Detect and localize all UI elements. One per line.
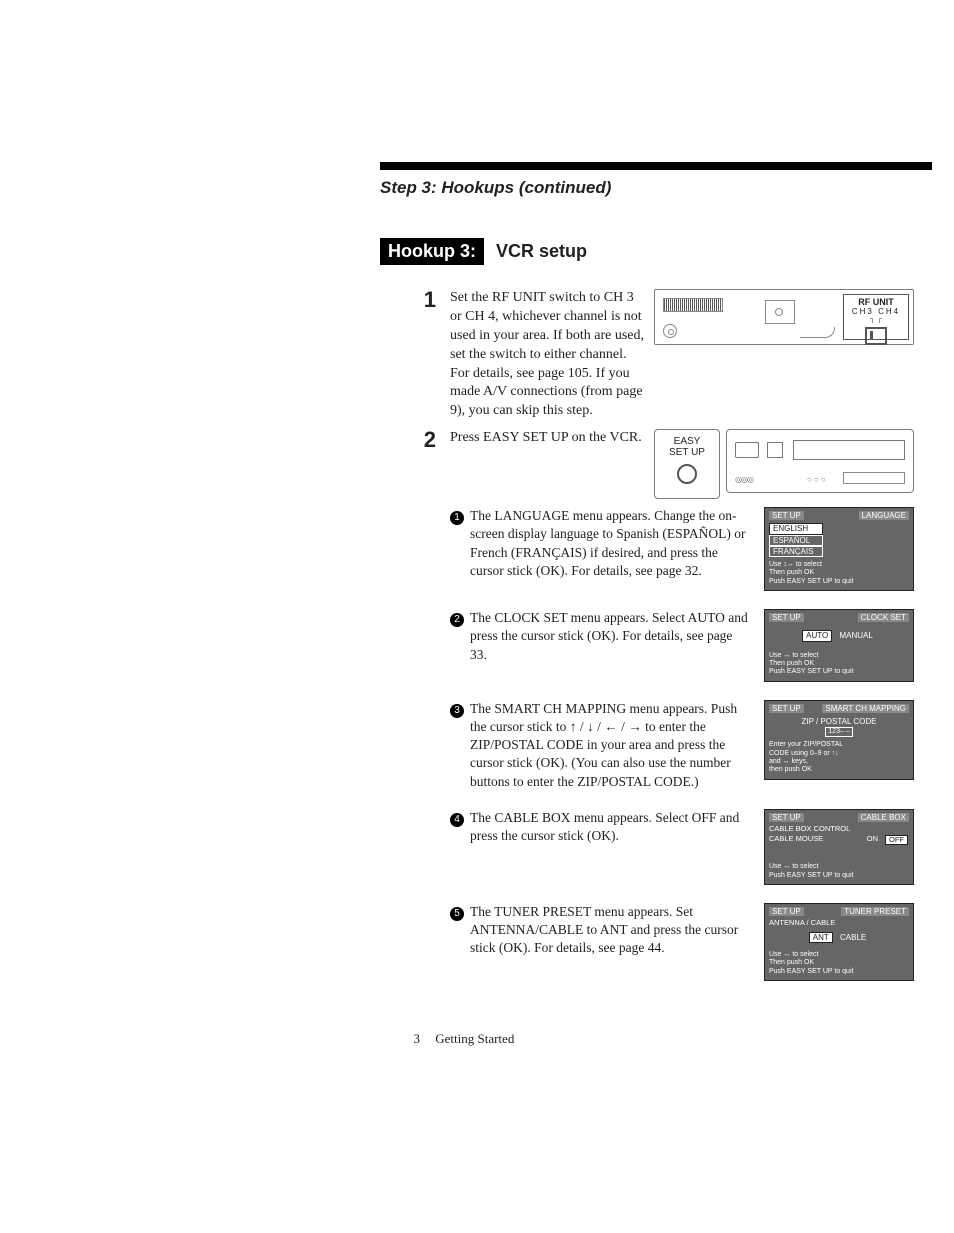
osd-title: LANGUAGE: [859, 511, 909, 520]
osd-hint: Then push OK: [769, 569, 909, 577]
vcr-rear-diagram: RF UNIT CH3 CH4 ┐ ┌: [654, 289, 914, 345]
osd-hint: Use ↕↔ to select: [769, 561, 909, 569]
osd-label: SET UP: [769, 511, 804, 520]
step-text-1: Set the RF UNIT switch to CH 3 or CH 4, …: [450, 289, 654, 421]
rf-channel-label: CH3 CH4: [844, 307, 908, 316]
bullet-2-text: The CLOCK SET menu appears. Select AUTO …: [470, 609, 764, 664]
osd-hint: Enter your ZIP/POSTAL: [769, 741, 909, 749]
bullet-1-icon: 1: [450, 511, 464, 525]
step-text-2: Press EASY SET UP on the VCR.: [450, 429, 654, 448]
rf-unit-label: RF UNIT: [844, 297, 908, 307]
osd-opt: ANT: [809, 932, 833, 943]
osd-title: CABLE BOX: [858, 813, 909, 822]
step-header: Step 3: Hookups (continued): [380, 178, 914, 198]
easy-button-icon: [677, 464, 697, 484]
step-number-2: 2: [380, 429, 450, 451]
osd-opt: MANUAL: [836, 631, 875, 640]
osd-hint: Then push OK: [769, 959, 909, 967]
osd-hint: Use ↔ to select: [769, 652, 909, 660]
bullet-2-icon: 2: [450, 613, 464, 627]
osd-row: CABLE MOUSE: [769, 835, 823, 846]
osd-label: SET UP: [769, 704, 804, 713]
page-number: 3: [380, 1031, 432, 1047]
osd-hint: Push EASY SET UP to quit: [769, 968, 909, 976]
easy-label-2: SET UP: [655, 447, 719, 458]
page-footer: 3 Getting Started: [380, 1031, 914, 1047]
osd-opt: AUTO: [802, 630, 832, 641]
bullet-4-icon: 4: [450, 813, 464, 827]
hookup-badge: Hookup 3:: [380, 238, 484, 265]
osd-opt: CABLE: [837, 933, 869, 942]
rf-unit-box: RF UNIT CH3 CH4 ┐ ┌: [843, 294, 909, 340]
osd-hint: and ↔ keys,: [769, 758, 909, 766]
osd-hint: CODE using 0–9 or ↑↓: [769, 750, 909, 758]
osd-label: SET UP: [769, 813, 804, 822]
osd-smart-ch: SET UP SMART CH MAPPING ZIP / POSTAL CODE…: [764, 700, 914, 780]
osd-hint: Use ↔ to select: [769, 951, 909, 959]
osd-clock: SET UP CLOCK SET AUTO MANUAL Use ↔ to sel…: [764, 609, 914, 682]
osd-title: TUNER PRESET: [841, 907, 909, 916]
vcr-front-diagram: EASY SET UP ◎◎◎○ ○ ○: [654, 429, 914, 499]
osd-opt: OFF: [885, 835, 908, 846]
osd-opt: FRANÇAIS: [769, 546, 823, 557]
osd-cable-box: SET UP CABLE BOX CABLE BOX CONTROL CABLE …: [764, 809, 914, 885]
osd-label: SET UP: [769, 907, 804, 916]
footer-section: Getting Started: [435, 1031, 514, 1046]
osd-hint: Then push OK: [769, 660, 909, 668]
hookup-title: Hookup 3: VCR setup: [380, 238, 914, 265]
osd-tuner-preset: SET UP TUNER PRESET ANTENNA / CABLE ANT C…: [764, 903, 914, 981]
osd-zip-value: 123– –: [825, 727, 852, 737]
easy-label-1: EASY: [655, 436, 719, 447]
rf-switch-icon: [865, 327, 887, 345]
osd-hint: Push EASY SET UP to quit: [769, 872, 909, 880]
osd-zip-label: ZIP / POSTAL CODE: [769, 717, 909, 726]
osd-title: SMART CH MAPPING: [822, 704, 909, 713]
osd-hint: Use ↔ to select: [769, 863, 909, 871]
hookup-subtitle: VCR setup: [496, 241, 587, 262]
easy-setup-button-diagram: EASY SET UP: [654, 429, 720, 499]
osd-hint: then push OK: [769, 766, 909, 774]
osd-opt: ESPAÑOL: [769, 535, 823, 546]
osd-language: SET UPLANGUAGE ENGLISH ESPAÑOL FRANÇAIS …: [764, 507, 914, 591]
bullet-3-text: The SMART CH MAPPING menu appears. Push …: [470, 700, 764, 791]
osd-row: ANTENNA / CABLE: [769, 919, 909, 928]
bullet-3-icon: 3: [450, 704, 464, 718]
bullet-5-icon: 5: [450, 907, 464, 921]
header-rule: [380, 162, 932, 170]
bullet-5-text: The TUNER PRESET menu appears. Set ANTEN…: [470, 903, 764, 958]
step-number-1: 1: [380, 289, 450, 311]
osd-hint: Push EASY SET UP to quit: [769, 668, 909, 676]
osd-opt: ON: [864, 835, 881, 846]
osd-row: CABLE BOX CONTROL: [769, 825, 909, 834]
osd-opt: ENGLISH: [769, 523, 823, 534]
osd-hint: Push EASY SET UP to quit: [769, 578, 909, 586]
osd-label: SET UP: [769, 613, 804, 622]
osd-title: CLOCK SET: [858, 613, 909, 622]
bullet-1-text: The LANGUAGE menu appears. Change the on…: [470, 507, 764, 580]
bullet-4-text: The CABLE BOX menu appears. Select OFF a…: [470, 809, 764, 845]
